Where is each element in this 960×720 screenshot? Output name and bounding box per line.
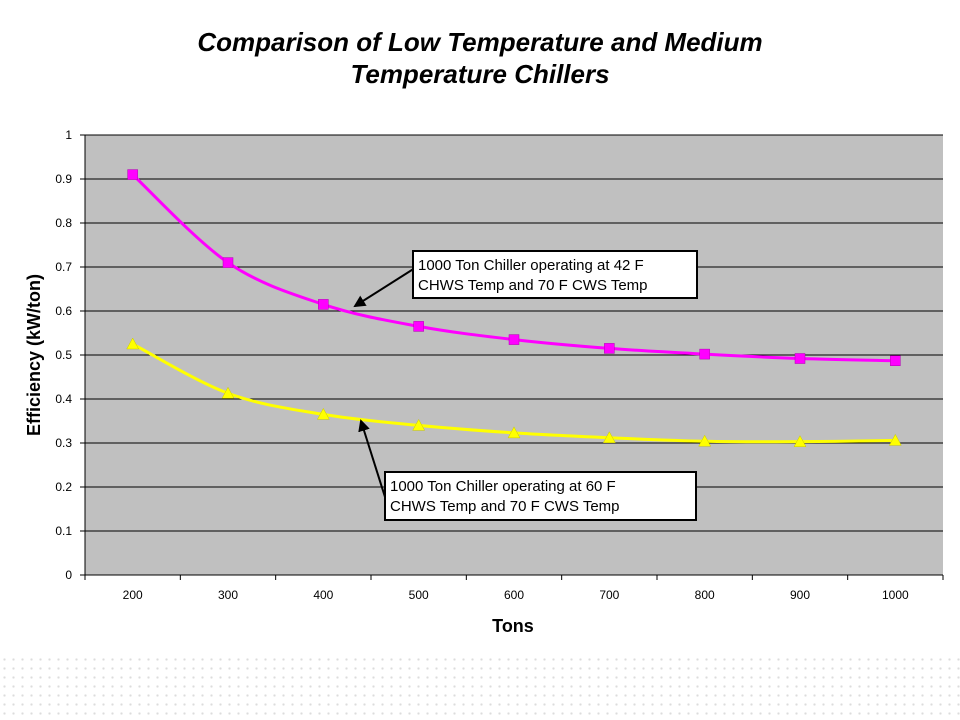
y-tick-label: 0	[65, 568, 72, 582]
annotation-arrow-1	[353, 267, 416, 308]
annotation-box-2	[384, 471, 697, 521]
annotation-arrow-2	[358, 419, 386, 498]
data-point-series-1	[508, 334, 520, 345]
annotation-1-line-1: 1000 Ton Chiller operating at 42 F	[418, 257, 644, 274]
y-tick-label: 0.4	[55, 392, 72, 406]
y-tick-label: 0.8	[55, 216, 72, 230]
y-tick-label: 0.5	[55, 348, 72, 362]
x-tick-label: 500	[409, 588, 429, 602]
y-tick-label: 0.2	[55, 480, 72, 494]
data-point-series-1	[127, 169, 138, 180]
chart-title-line-1: Comparison of Low Temperature and Medium	[197, 27, 763, 57]
background-dot-pattern	[0, 655, 960, 720]
data-point-series-2	[698, 434, 712, 447]
y-tick-label: 1	[65, 128, 72, 142]
x-tick-label: 800	[695, 588, 715, 602]
data-point-series-1	[890, 355, 901, 366]
annotation-2-line-1: 1000 Ton Chiller operating at 60 F	[390, 478, 616, 495]
annotation-box-1	[412, 250, 698, 299]
y-axis-ticks: 0 0.1 0.2 0.3 0.4 0.5 0.6 0.7 0.8 0.9 1	[55, 128, 85, 582]
data-point-series-1	[794, 353, 806, 364]
data-point-series-2	[602, 431, 616, 443]
annotation-2-line-2: CHWS Temp and 70 F CWS Temp	[390, 498, 620, 515]
data-point-series-1	[699, 348, 710, 360]
data-point-series-2	[412, 418, 426, 431]
x-tick-label: 600	[504, 588, 524, 602]
y-tick-label: 0.9	[55, 172, 72, 186]
x-tick-label: 400	[313, 588, 333, 602]
x-axis-ticks: 200 300 400 500 600 700 800 900 1000	[84, 575, 944, 602]
y-tick-label: 0.7	[55, 260, 72, 274]
data-point-series-1	[222, 257, 234, 268]
data-point-series-2	[126, 337, 140, 350]
y-tick-label: 0.3	[55, 436, 72, 450]
chart-title: Comparison of Low Temperature and Medium…	[0, 26, 960, 90]
x-tick-label: 900	[790, 588, 810, 602]
chart-title-line-2: Temperature Chillers	[350, 59, 610, 89]
y-tick-label: 0.6	[55, 304, 72, 318]
x-axis-label: Tons	[492, 616, 534, 636]
data-point-series-2	[888, 433, 902, 446]
x-tick-label: 300	[218, 588, 238, 602]
data-point-series-1	[604, 343, 615, 354]
data-point-series-2	[507, 426, 521, 439]
series-group	[126, 169, 902, 447]
data-point-series-2	[316, 407, 330, 420]
data-point-series-2	[221, 386, 235, 399]
data-point-series-1	[318, 299, 329, 310]
y-tick-label: 0.1	[55, 524, 72, 538]
data-point-series-1	[413, 321, 424, 332]
x-tick-label: 700	[599, 588, 619, 602]
x-tick-label: 200	[123, 588, 143, 602]
data-point-series-2	[793, 435, 807, 447]
y-axis-label: Efficiency (kW/ton)	[24, 274, 44, 436]
x-tick-label: 1000	[882, 588, 909, 602]
annotation-1-line-2: CHWS Temp and 70 F CWS Temp	[418, 277, 648, 294]
